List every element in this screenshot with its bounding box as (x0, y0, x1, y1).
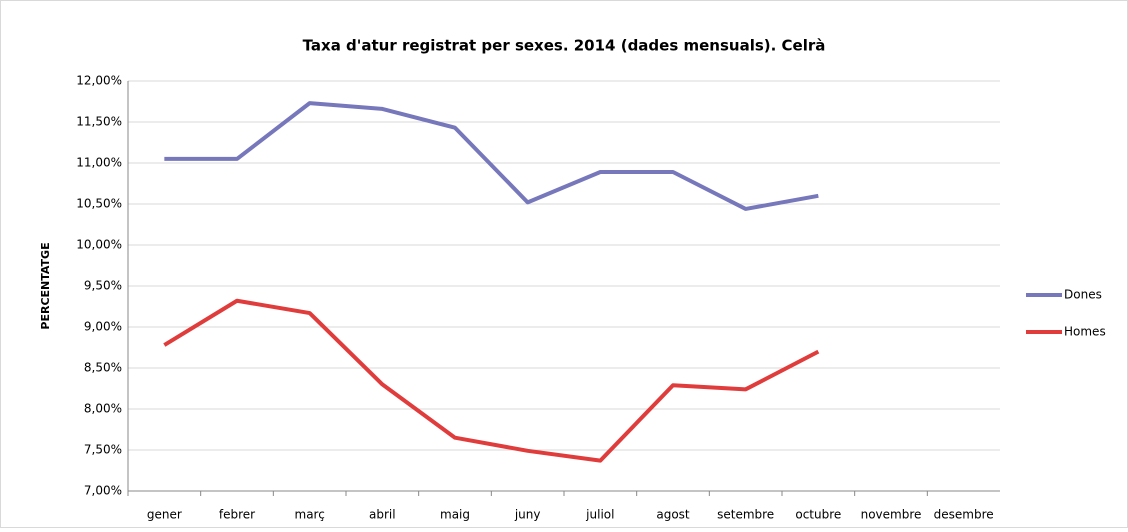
x-tick-label: desembre (934, 508, 994, 522)
line-series (163, 298, 820, 463)
y-tick-label: 7,00% (84, 484, 122, 498)
legend-label: Dones (1064, 288, 1102, 302)
x-tick-label: juliol (585, 508, 614, 522)
legend-label: Homes (1064, 325, 1106, 339)
y-tick-label: 8,50% (84, 361, 122, 375)
x-tick-label: octubre (795, 508, 841, 522)
y-tick-label: 11,00% (76, 156, 122, 170)
line-series (164, 101, 819, 211)
x-tick-label: juny (514, 508, 541, 522)
y-tick-label: 11,50% (76, 115, 122, 129)
y-tick-label: 9,00% (84, 320, 122, 334)
x-tick-label: abril (369, 508, 396, 522)
x-tick-label: novembre (861, 508, 922, 522)
y-tick-label: 10,00% (76, 238, 122, 252)
y-tick-label: 9,50% (84, 279, 122, 293)
x-tick-label: setembre (717, 508, 774, 522)
y-tick-label: 12,00% (76, 74, 122, 88)
x-tick-label: febrer (219, 508, 255, 522)
x-tick-label: maig (440, 508, 470, 522)
y-tick-label: 10,50% (76, 197, 122, 211)
chart-title: Taxa d'atur registrat per sexes. 2014 (d… (303, 37, 826, 55)
x-tick-label: març (295, 508, 325, 522)
x-tick-label: gener (147, 508, 182, 522)
y-tick-label: 8,00% (84, 402, 122, 416)
y-tick-label: 7,50% (84, 443, 122, 457)
y-axis-label: PERCENTATGE (39, 242, 52, 329)
x-tick-label: agost (656, 508, 690, 522)
